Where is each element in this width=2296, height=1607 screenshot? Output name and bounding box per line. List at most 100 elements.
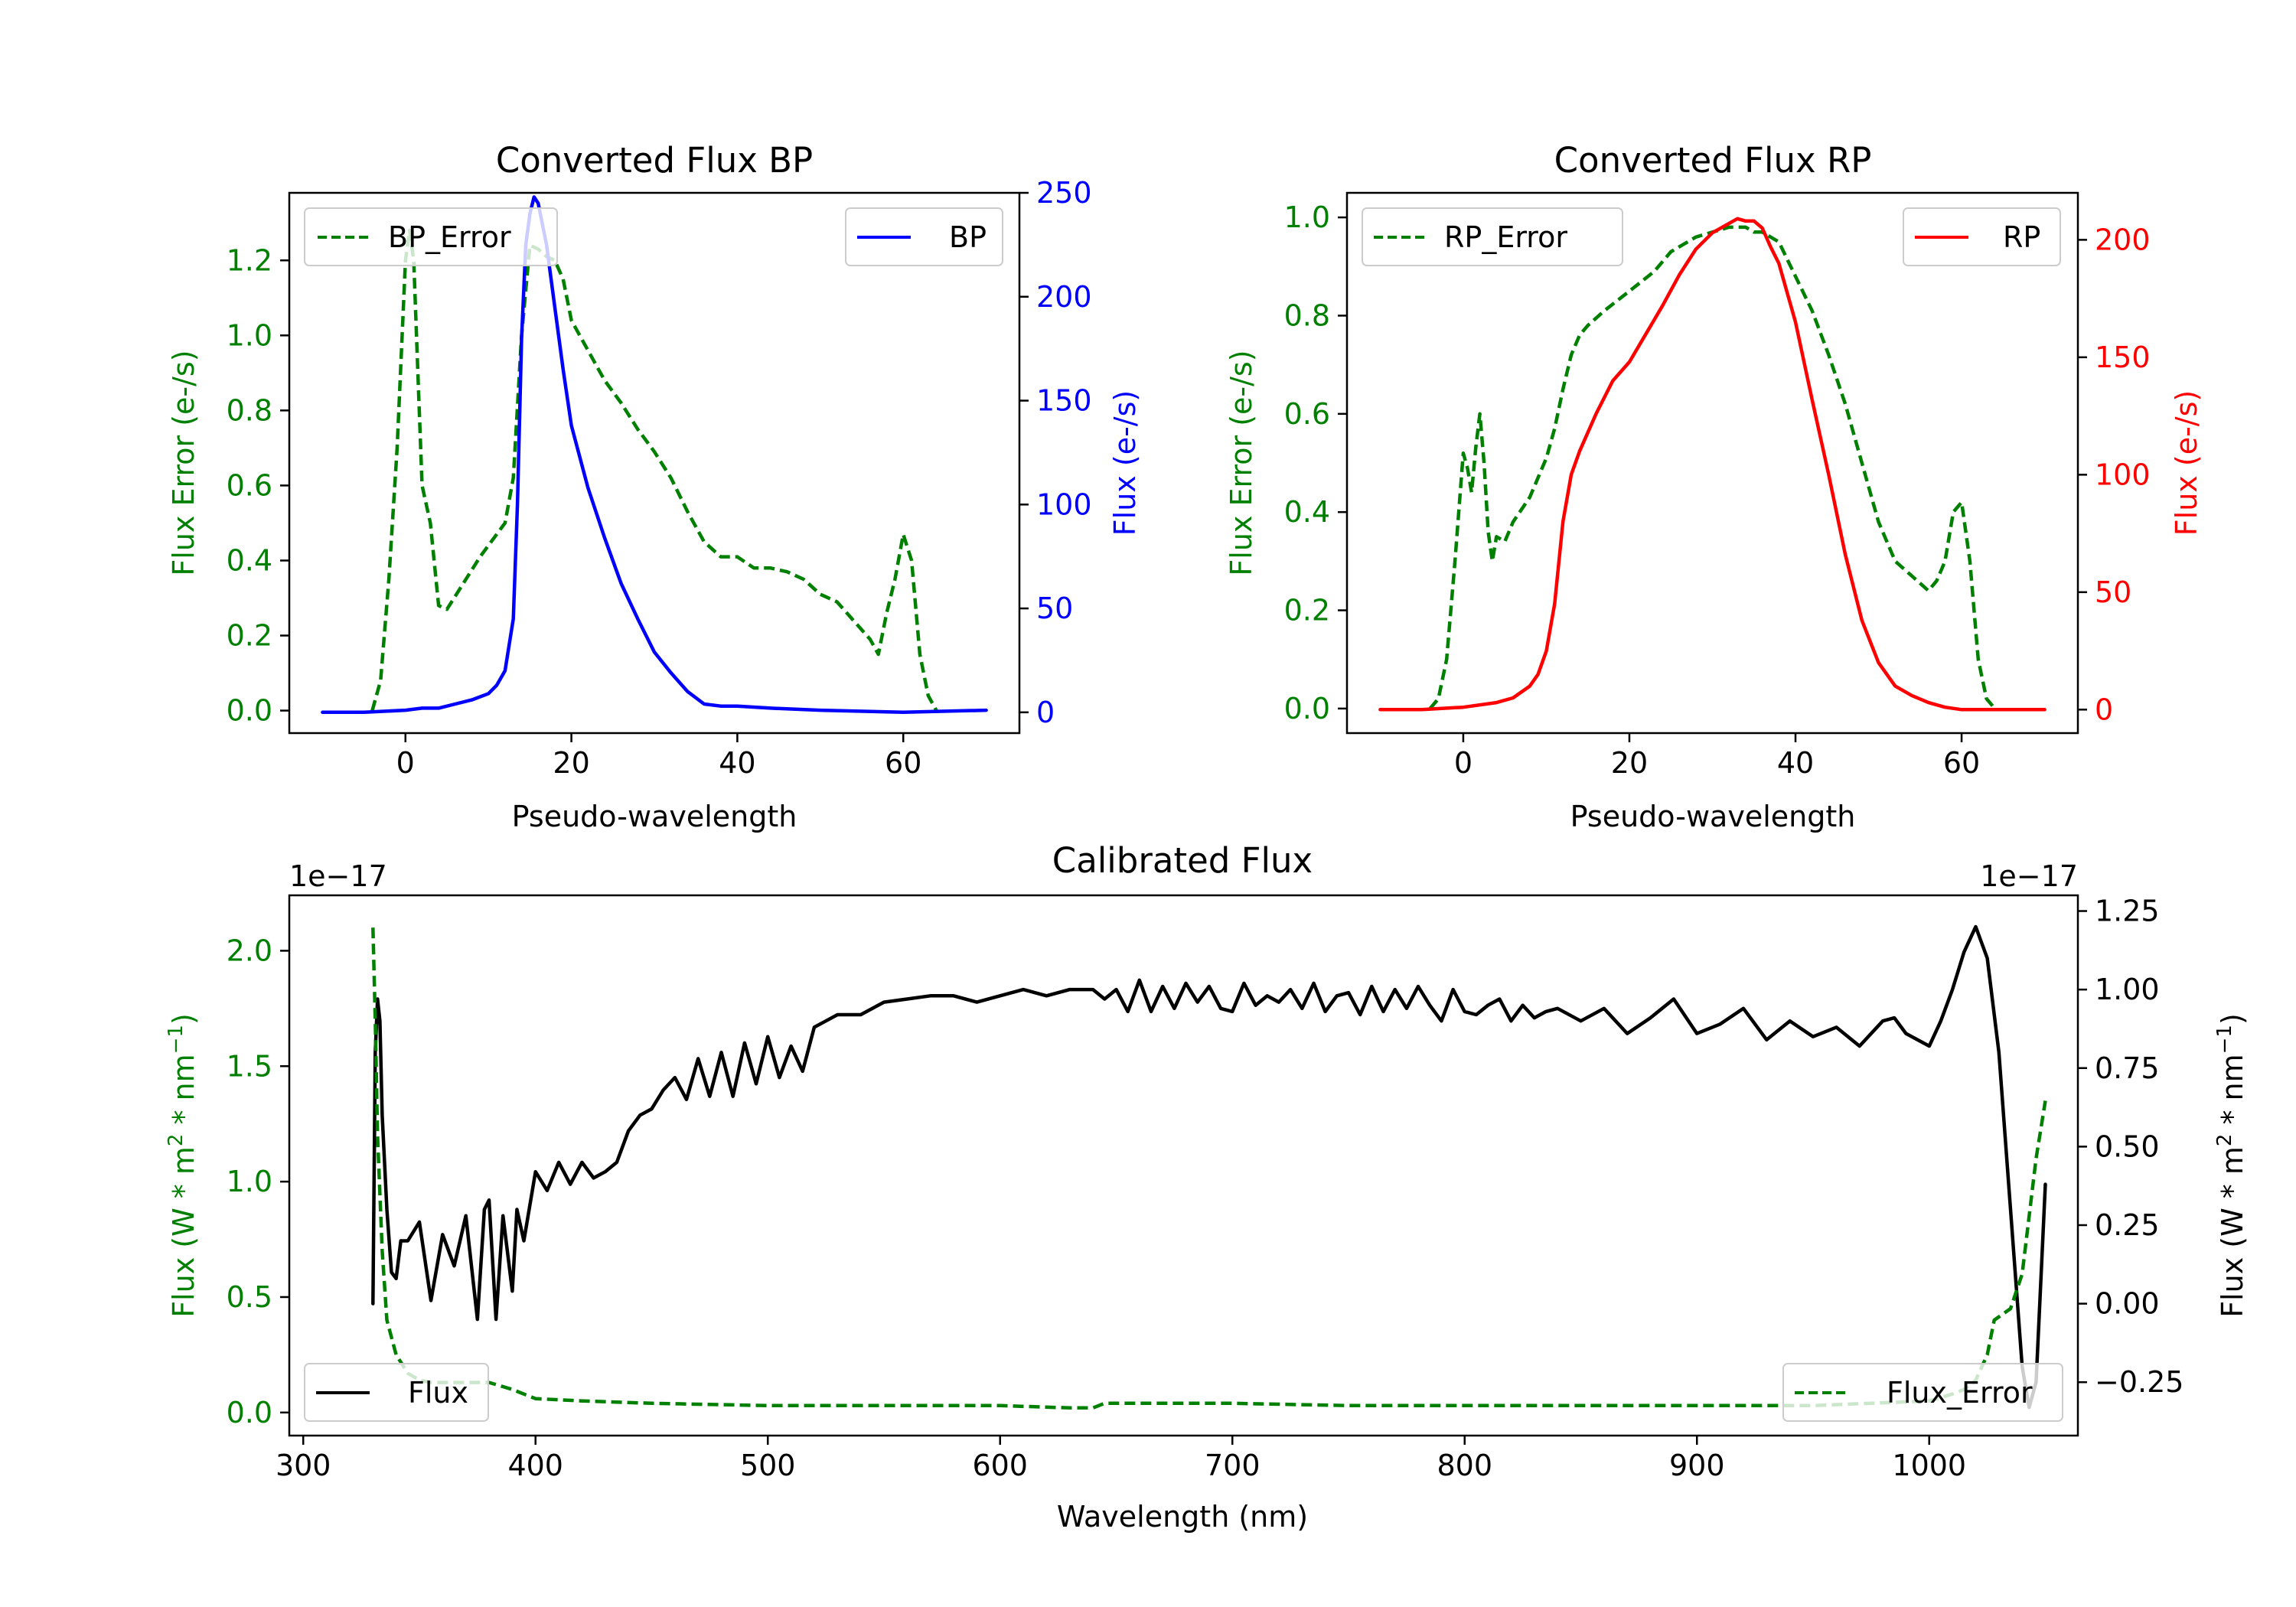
rp-legend-flux-label: RP [2003,220,2040,254]
calibrated-series-flux-line [371,924,2047,1410]
rp-title: Converted Flux RP [1554,140,1872,181]
rp-ytick-right-label: 0 [2095,693,2113,726]
bp-legend-flux: BP [845,207,1003,266]
calibrated-ylabel-right-sup1: 2 [2213,1134,2236,1147]
calibrated-ytick-left-label: 0.5 [227,1280,272,1314]
rp-ytick-left-label: 0.6 [1284,397,1330,431]
calibrated-legend-error: Flux_Error [1782,1363,2063,1422]
calibrated-xtick-label: 800 [1437,1449,1492,1482]
calibrated-ytick-left-label: 0.0 [227,1396,272,1429]
rp-ytick-left-label: 1.0 [1284,200,1330,234]
calibrated-ytick-right-label: 0.75 [2095,1051,2160,1085]
bp-ytick-right-label: 0 [1036,696,1055,729]
bp-series-bp-error-line [370,228,938,712]
calibrated-ylabel-left-end: ) [167,1013,201,1025]
bp-xtick-label: 60 [885,746,921,780]
bp-xtick-label: 40 [719,746,755,780]
calibrated-ytick-right-label: 1.00 [2095,973,2160,1006]
rp-series-rp-error-line [1428,225,1997,710]
rp-ytick-left-label: 0.0 [1284,692,1330,725]
bp-ytick-left-label: 1.0 [227,318,272,352]
calibrated-title: Calibrated Flux [1052,840,1313,881]
rp-ytick-right-label: 200 [2095,223,2151,256]
rp-xtick-label: 40 [1777,746,1814,780]
bp-ytick-right-label: 250 [1036,176,1092,210]
bp-ytick-left-label: 0.2 [227,619,272,653]
calibrated-ylabel-left: Flux (W * m2 * nm−1) [165,1013,201,1318]
calibrated-xtick-label: 900 [1669,1449,1725,1482]
bp-ytick-right-label: 50 [1036,592,1073,625]
calibrated-offset-right: 1e−17 [1980,859,2078,893]
rp-ytick-left-label: 0.4 [1284,495,1330,529]
bp-legend-error-label: BP_Error [388,220,511,254]
calibrated-ytick-right-label: 0.00 [2095,1287,2160,1321]
calibrated-legend-flux-label: Flux [408,1376,468,1410]
calibrated-ylabel-left-sup1: 2 [165,1134,188,1147]
calibrated-legend-flux: Flux [304,1363,489,1422]
calibrated-xtick-label: 400 [507,1449,563,1482]
calibrated-offset-left: 1e−17 [289,859,387,893]
calibrated-ylabel-right: Flux (W * m2 * nm−1) [2213,1013,2249,1318]
rp-xtick-label: 0 [1454,746,1473,780]
rp-ytick-left-label: 0.8 [1284,298,1330,332]
rp-ylabel-left: Flux Error (e-/s) [1225,350,1258,575]
calibrated-xtick-label: 700 [1205,1449,1261,1482]
rp-plot-frame [1345,191,2079,735]
calibrated-ylabel-left-sup2: −1 [165,1025,188,1054]
calibrated-xtick-label: 600 [972,1449,1028,1482]
calibrated-ytick-right-label: −0.25 [2095,1365,2183,1399]
rp-ytick-right-label: 150 [2095,341,2151,374]
calibrated-ylabel-right-end: ) [2216,1013,2249,1025]
calibrated-series-flux-error-line [371,927,2047,1410]
bp-ytick-left-label: 1.2 [227,243,272,277]
calibrated-xtick-label: 300 [276,1449,331,1482]
rp-panel: Converted Flux RP 0 20 40 60 0.0 0.2 0.4 0.6 0.8… [1225,140,2203,833]
calibrated-xtick-label: 1000 [1892,1449,1966,1482]
calibrated-ytick-right-label: 0.25 [2095,1208,2160,1242]
calibrated-plot-frame [288,894,2079,1437]
rp-ylabel-right: Flux (e-/s) [2170,390,2203,536]
rp-legend-flux: RP [1903,207,2061,266]
rp-legend-error-label: RP_Error [1444,220,1567,254]
bp-ytick-left-label: 0.8 [227,393,272,427]
calibrated-xlabel: Wavelength (nm) [1057,1500,1308,1534]
bp-plot-frame [288,191,1021,735]
rp-xtick-label: 20 [1611,746,1648,780]
rp-xlabel: Pseudo-wavelength [1570,800,1856,833]
bp-panel: Converted Flux BP 0 20 40 60 0.0 0.2 0.4 0.6 0.8… [167,140,1142,833]
bp-legend-error: BP_Error [304,207,558,266]
calibrated-ytick-right-label: 1.25 [2095,895,2160,928]
bp-ytick-right-label: 100 [1036,487,1092,521]
bp-ytick-left-label: 0.0 [227,694,272,728]
calibrated-ytick-left-label: 2.0 [227,934,272,967]
bp-ytick-right-label: 150 [1036,384,1092,418]
calibrated-xtick-label: 500 [740,1449,796,1482]
bp-ytick-left-label: 0.4 [227,543,272,577]
bp-ylabel-left: Flux Error (e-/s) [167,350,201,575]
rp-legend-error: RP_Error [1362,207,1623,266]
calibrated-ylabel-left-mid: * nm [167,1054,201,1133]
calibrated-ylabel-right-mid: * nm [2216,1054,2249,1133]
rp-xtick-label: 60 [1943,746,1980,780]
calibrated-ytick-left-label: 1.0 [227,1165,272,1198]
bp-xlabel: Pseudo-wavelength [512,800,797,833]
rp-ytick-right-label: 50 [2095,575,2131,609]
rp-ytick-right-label: 100 [2095,458,2151,491]
rp-ytick-left-label: 0.2 [1284,594,1330,627]
bp-title: Converted Flux BP [496,140,813,181]
calibrated-panel: Calibrated Flux 1e−17 1e−17 300 400 500 600… [165,840,2249,1534]
calibrated-legend-error-label: Flux_Error [1887,1376,2033,1410]
bp-xtick-label: 20 [553,746,589,780]
bp-legend-flux-label: BP [949,220,987,254]
rp-series-rp-line [1378,217,2047,712]
calibrated-ylabel-right-a: Flux (W * m [2216,1146,2249,1318]
calibrated-ytick-right-label: 0.50 [2095,1129,2160,1163]
calibrated-ytick-left-label: 1.5 [227,1049,272,1083]
bp-ylabel-right: Flux (e-/s) [1108,390,1142,536]
bp-xtick-label: 0 [396,746,415,780]
calibrated-ylabel-left-a: Flux (W * m [167,1146,201,1318]
bp-ytick-left-label: 0.6 [227,468,272,502]
bp-ytick-right-label: 200 [1036,280,1092,314]
calibrated-ylabel-right-sup2: −1 [2213,1025,2236,1054]
